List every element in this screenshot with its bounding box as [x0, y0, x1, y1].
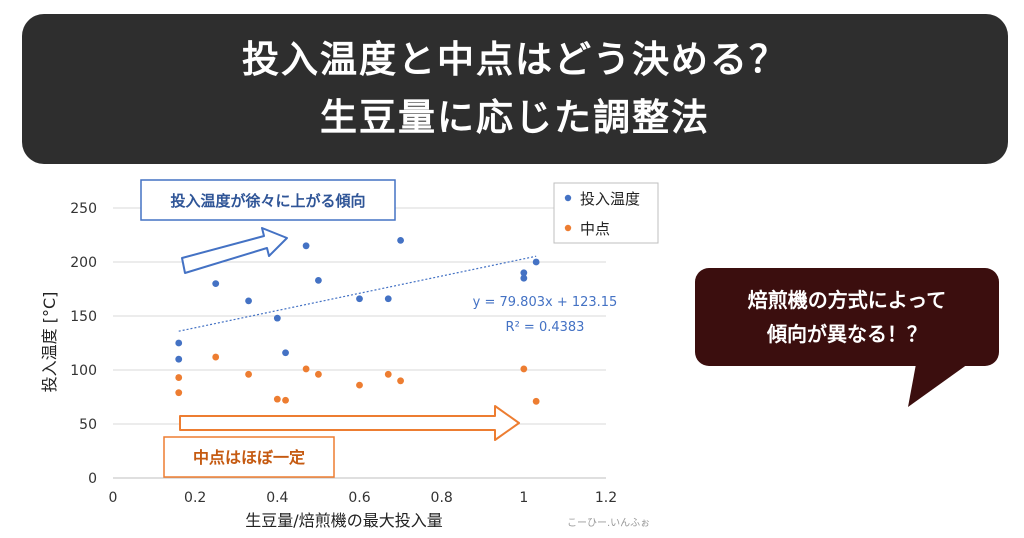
- intake-temp-point: [282, 349, 289, 357]
- midpoint-point: [175, 389, 183, 397]
- midpoint-point: [175, 374, 183, 381]
- y-tick-label: 50: [79, 417, 97, 433]
- blue-annotation-label: 投入温度が徐々に上がる傾向: [170, 192, 365, 210]
- trendline-layer: [178, 255, 537, 332]
- x-tick-label: 1: [519, 490, 528, 506]
- y-tick-label: 150: [70, 309, 97, 325]
- intake-temp-point: [356, 295, 363, 303]
- rising-arrow-icon: [181, 227, 288, 274]
- x-tick-label: 1.2: [595, 490, 617, 506]
- callout-bubble: 焙煎機の方式によって 傾向が異なる！？: [695, 268, 999, 366]
- midpoint-point: [245, 370, 252, 378]
- trendline: [178, 255, 537, 332]
- midpoint-point: [282, 396, 289, 404]
- midpoint-point: [212, 353, 220, 361]
- legend-label-intake: 投入温度: [580, 190, 640, 208]
- midpoint-point: [520, 365, 528, 373]
- x-tick-label: 0: [109, 490, 118, 506]
- callout-line-2: 傾向が異なる！？: [767, 322, 927, 346]
- site-credit: こーひー.いんふぉ: [567, 518, 651, 529]
- intake-temp-point: [384, 295, 392, 303]
- trendline-r2: R² = 0.4383: [506, 320, 585, 335]
- legend-label-midpoint: 中点: [580, 220, 610, 238]
- midpoint-point: [384, 370, 392, 378]
- midpoint-point: [302, 365, 310, 373]
- intake-temp-point: [212, 280, 220, 287]
- intake-temp-point: [245, 297, 252, 305]
- midpoint-point: [532, 397, 540, 405]
- y-tick-label: 0: [88, 471, 97, 487]
- x-tick-label: 0.8: [431, 490, 453, 506]
- y-tick-label: 200: [70, 255, 97, 271]
- y-tick-label: 250: [70, 201, 97, 217]
- midpoint-point: [315, 370, 322, 378]
- legend-marker-midpoint: [564, 224, 572, 232]
- title-line-1: 投入温度と中点はどう決める？: [242, 38, 788, 81]
- title-line-2: 生豆量に応じた調整法: [320, 96, 710, 139]
- midpoint-point: [273, 395, 281, 403]
- y-axis-title: 投入温度 [°C]: [40, 292, 59, 393]
- x-axis-title: 生豆量/焙煎機の最大投入量: [245, 511, 442, 530]
- trendline-equation: y = 79.803x + 123.15: [473, 295, 618, 310]
- orange-annotation-label: 中点はほぼ一定: [193, 448, 305, 467]
- midpoint-point: [397, 377, 404, 385]
- x-tick-label: 0.2: [184, 490, 206, 506]
- intake-temp-point: [315, 276, 322, 284]
- orange-annotation-box: [163, 436, 335, 478]
- intake-temp-point: [175, 355, 183, 363]
- title-banner: 投入温度と中点はどう決める？ 生豆量に応じた調整法: [22, 14, 1008, 164]
- intake-temp-point: [520, 269, 528, 277]
- midpoint-point: [356, 381, 363, 389]
- intake-temp-point: [397, 237, 404, 244]
- legend-marker-intake: [564, 194, 572, 202]
- flat-arrow-icon: [179, 405, 520, 441]
- intake-temp-point: [520, 274, 528, 282]
- legend-box: [553, 182, 659, 244]
- callout-line-1: 焙煎機の方式によって: [747, 288, 947, 312]
- x-tick-label: 0.4: [266, 490, 288, 506]
- x-tick-label: 0.6: [348, 490, 370, 506]
- y-tick-label: 100: [70, 363, 97, 379]
- axis-ticks: 0 50 100 150 200 250 0 0.2 0.4 0.6 0.8 1 1.2: [70, 201, 617, 506]
- intake-temp-point: [273, 314, 281, 322]
- data-points: [175, 237, 540, 405]
- blue-annotation-box: [140, 179, 396, 221]
- intake-temp-point: [532, 258, 540, 266]
- intake-temp-point: [175, 339, 183, 347]
- intake-temp-point: [302, 242, 310, 250]
